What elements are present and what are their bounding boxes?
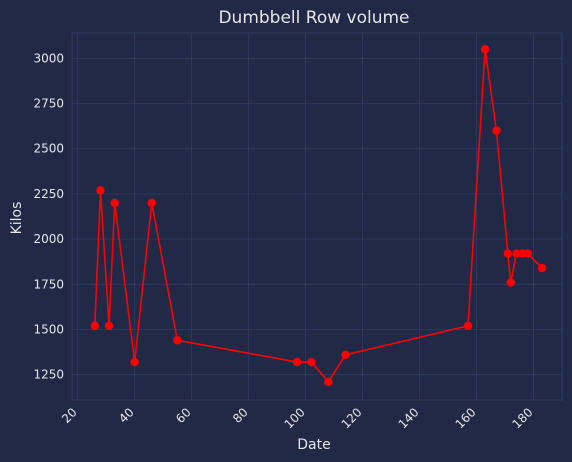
data-point: [96, 186, 105, 195]
data-point: [292, 357, 302, 367]
x-tick-label: 80: [230, 405, 251, 426]
y-tick-label: 2250: [33, 187, 64, 201]
data-point: [104, 321, 114, 331]
data-point: [147, 198, 156, 208]
data-point: [503, 249, 513, 258]
x-tick-label: 180: [510, 405, 536, 431]
data-point: [506, 278, 515, 287]
data-point: [130, 357, 139, 367]
data-point: [537, 263, 547, 273]
data-point: [110, 198, 119, 208]
y-tick-label: 1250: [33, 368, 64, 382]
y-tick-label: 2000: [33, 232, 64, 246]
data-point: [324, 377, 333, 387]
grid-lines: [72, 33, 562, 400]
y-tick-label: 3000: [33, 51, 64, 65]
data-point: [463, 321, 473, 331]
plot-frame: [71, 32, 563, 401]
x-tick-label: 20: [59, 405, 80, 426]
series-layer: [90, 45, 547, 387]
y-tick-label: 1500: [33, 322, 64, 336]
plot-area: [72, 33, 562, 400]
x-tick-label: 160: [453, 405, 479, 431]
data-point: [90, 321, 99, 331]
data-point: [523, 249, 533, 258]
data-point: [341, 350, 350, 360]
y-axis-label: Kilos: [9, 202, 25, 235]
x-tick-label: 140: [396, 405, 422, 431]
data-point: [492, 126, 501, 135]
tick-labels: 20 40 60 80 100 120 140 160 180 1250 1500 1750 2000 2…: [33, 51, 535, 431]
data-point: [173, 336, 182, 345]
data-point: [480, 45, 490, 54]
series-line: [93, 48, 543, 383]
x-tick-label: 120: [339, 405, 365, 431]
data-point: [307, 357, 316, 367]
x-tick-label: 40: [116, 405, 137, 426]
x-tick-label: 100: [282, 405, 308, 431]
y-tick-label: 1750: [33, 277, 64, 291]
x-tick-label: 60: [173, 405, 194, 426]
y-tick-label: 2500: [33, 142, 64, 156]
x-axis-label: Date: [297, 437, 330, 453]
chart-title: Dumbbell Row volume: [218, 8, 409, 28]
y-tick-label: 2750: [33, 97, 64, 111]
